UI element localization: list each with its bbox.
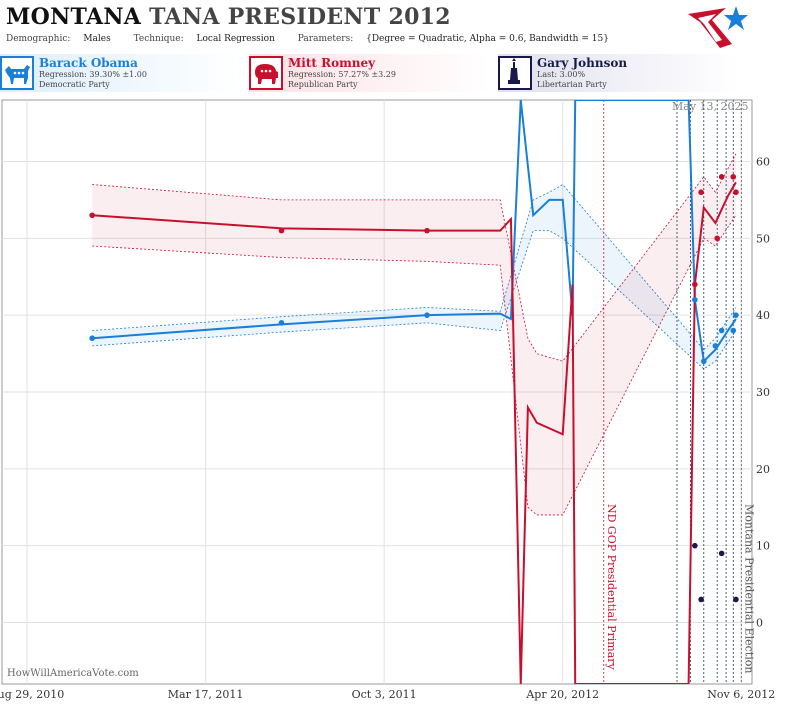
poll-point-romney [424,227,430,234]
elephant-icon [249,56,283,90]
x-tick-label: Apr 20, 2012 [525,688,599,701]
candidate-stat-johnson: Last: 3.00% [537,70,586,79]
title-state: MONTANA [6,4,142,30]
params-key: Parameters: [297,34,354,44]
confidence-band-obama [92,184,736,369]
chart-grid [1,99,753,685]
confidence-bands [92,153,737,516]
site-logo-icon [688,6,748,48]
x-tick-label: Nov 6, 2012 [707,688,775,701]
candidate-romney: Mitt Romney Regression: 57.27% ±3.29 Rep… [249,54,489,92]
technique-value: Local Regression [196,34,275,44]
trend-lines [92,100,737,684]
poll-point-obama [278,320,285,326]
x-tick-label: Oct 3, 2011 [352,688,417,701]
poll-point-obama [730,327,737,334]
demographic-value: Males [83,34,111,44]
poll-point-obama [89,335,95,342]
poll-point-johnson [718,550,725,557]
candidate-party-obama: Democratic Party [39,80,110,89]
band-upper-romney [92,153,737,362]
candidate-name-romney: Mitt Romney [288,56,376,70]
site-credit: HowWillAmericaVote.com [7,668,139,679]
y-tick-label: 40 [756,309,770,322]
x-tick-label: Aug 29, 2010 [0,688,64,701]
y-tick-label: 0 [756,617,763,630]
candidate-johnson: Gary Johnson Last: 3.00% Libertarian Par… [498,54,738,92]
technique-key: Technique: [133,34,184,44]
y-tick-label: 50 [756,232,770,245]
poll-points [89,174,739,603]
poll-point-johnson [698,596,704,603]
confidence-band-romney [92,153,736,515]
poll-date-lines: ND GOP Presidential Primary Montana Presi… [603,100,755,684]
candidate-legend: Barack Obama Regression: 39.30% ±1.00 De… [0,54,789,94]
poll-point-obama [733,312,739,318]
poll-point-johnson [733,596,739,603]
poll-point-romney [698,189,704,196]
subtitle: Demographic: Males Technique: Local Regr… [6,34,629,44]
poll-point-obama [692,296,698,303]
annotation-label: ND GOP Presidential Primary [605,504,618,671]
poll-point-romney [730,174,737,180]
y-tick-label: 10 [756,540,770,553]
params-value: {Degree = Quadratic, Alpha = 0.6, Bandwi… [366,34,609,44]
candidate-party-romney: Republican Party [288,80,358,89]
candidate-obama: Barack Obama Regression: 39.30% ±1.00 De… [0,54,240,92]
trend-line-obama [92,100,737,364]
candidate-stat-romney: Regression: 57.27% ±3.29 [288,70,396,79]
poll-point-romney [733,189,739,196]
candidate-name-obama: Barack Obama [39,56,138,70]
poll-point-romney [89,212,95,219]
poll-point-obama [718,327,725,334]
date-stamp: May 13, 2025 [672,100,749,113]
poll-point-romney [278,227,285,234]
poll-point-johnson [692,542,698,549]
poll-point-romney [692,281,698,288]
donkey-icon [0,56,34,90]
trend-line-romney [92,181,737,684]
poll-point-romney [718,174,725,180]
poll-point-obama [700,358,707,365]
x-tick-label: Mar 17, 2011 [168,688,244,701]
band-lower-obama [92,230,737,370]
poll-chart: ND GOP Presidential Primary Montana Presi… [0,99,775,701]
poll-point-obama [424,312,430,318]
page-title: MONTANA TANA PRESIDENT 2012 [6,4,451,30]
demographic-key: Demographic: [6,34,71,44]
candidate-stat-obama: Regression: 39.30% ±1.00 [39,70,147,79]
statue-of-liberty-icon [498,56,532,90]
candidate-party-johnson: Libertarian Party [537,80,607,89]
y-tick-label: 30 [756,386,770,399]
annotation-label: Montana Presidential Election [742,504,755,673]
chart-axes: 0 10 20 30 40 50 60 Aug 29, 2010 Mar 17, 2011 Oct… [0,155,775,701]
title-race: TANA PRESIDENT 2012 [149,4,451,30]
y-tick-label: 60 [756,155,770,168]
poll-point-romney [714,235,720,242]
candidate-name-johnson: Gary Johnson [537,56,628,70]
poll-point-obama [712,343,719,349]
y-tick-label: 20 [756,463,770,476]
